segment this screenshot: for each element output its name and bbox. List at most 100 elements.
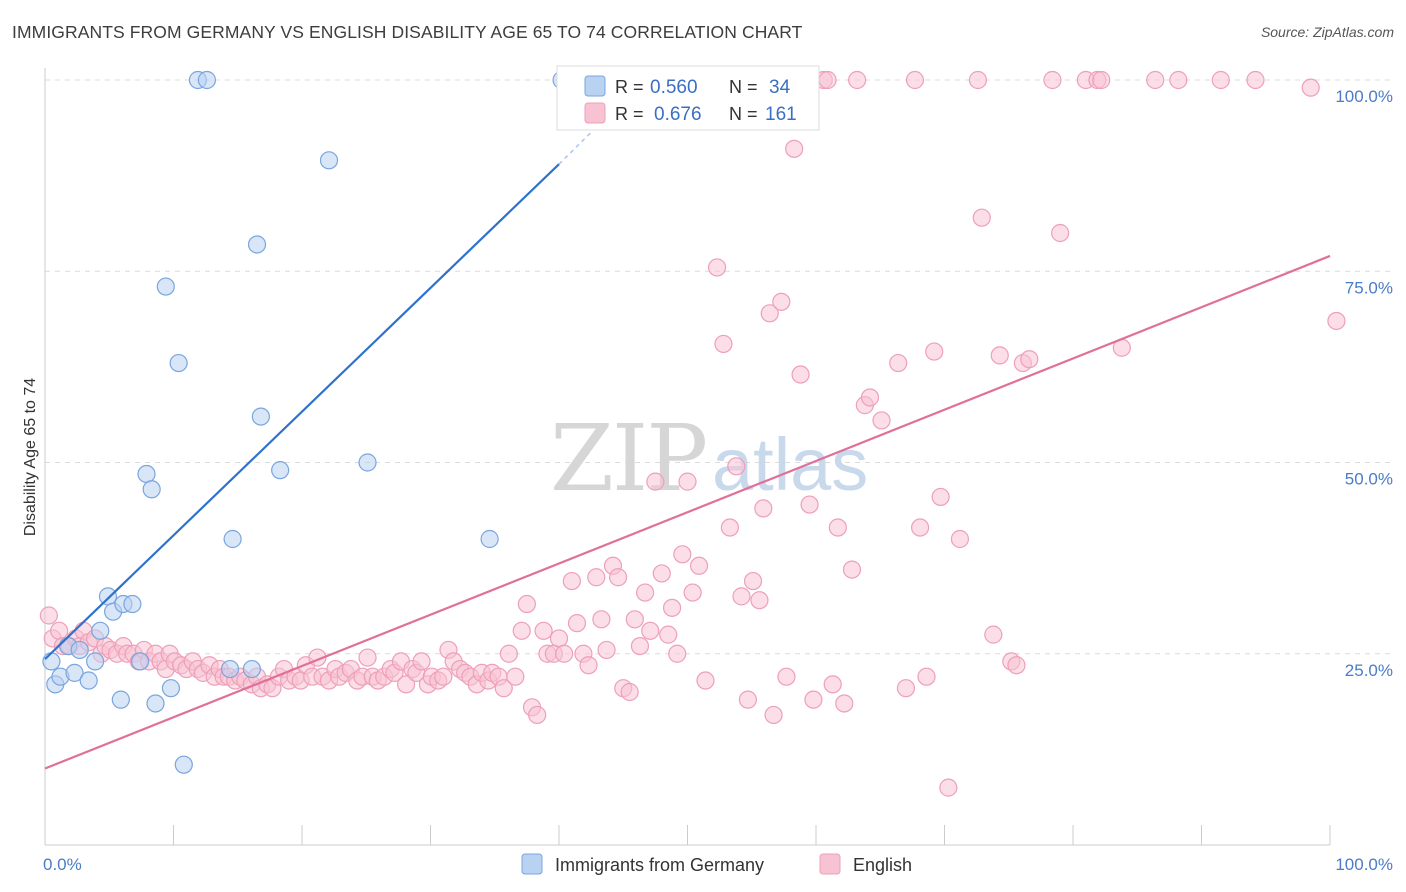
data-point — [156, 277, 175, 296]
data-point — [732, 587, 751, 606]
data-point — [848, 70, 867, 90]
data-point — [98, 587, 118, 606]
data-point — [1246, 70, 1265, 90]
data-point — [818, 70, 837, 90]
english-points — [39, 70, 1346, 797]
x-tick-label-min: 0.0% — [43, 855, 82, 874]
data-point — [271, 461, 290, 480]
data-point — [434, 667, 453, 686]
legend-r-label-germany: R = — [615, 77, 644, 97]
data-point — [842, 560, 862, 579]
data-point — [42, 652, 61, 671]
data-point — [506, 667, 525, 686]
data-point — [161, 679, 181, 698]
data-point — [223, 529, 242, 549]
data-point — [950, 529, 970, 549]
data-point — [562, 571, 581, 591]
data-point — [917, 667, 936, 686]
data-point — [142, 480, 161, 499]
stats-legend: R = 0.560 N = 34 R = 0.676 N = 161 — [556, 65, 820, 131]
data-point — [678, 472, 697, 491]
y-axis-label: Disability Age 65 to 74 — [22, 378, 39, 536]
y-tick-labels: 25.0% 50.0% 75.0% 100.0% — [1335, 87, 1393, 680]
data-point — [791, 365, 810, 384]
data-point — [358, 648, 377, 667]
data-point — [754, 499, 773, 518]
data-point — [79, 671, 98, 690]
data-point — [1051, 223, 1070, 243]
data-point — [319, 151, 339, 170]
data-point — [555, 644, 574, 663]
data-point — [412, 652, 431, 671]
data-point — [494, 679, 513, 698]
data-point — [984, 625, 1003, 644]
x-tick-label-max: 100.0% — [1335, 855, 1393, 874]
data-point — [65, 663, 84, 682]
data-point — [662, 598, 682, 617]
data-point — [659, 625, 678, 644]
trend-line-germany — [44, 163, 560, 660]
data-point — [925, 342, 944, 361]
legend-n-label-germany: N = — [729, 77, 758, 97]
data-point — [910, 518, 930, 537]
data-point — [358, 453, 377, 472]
data-point — [1327, 311, 1346, 331]
grid-lines — [45, 79, 1395, 655]
legend-swatch-germany — [584, 75, 606, 97]
trend-lines — [44, 125, 1331, 770]
data-point — [823, 675, 842, 694]
legend-swatch-english — [584, 102, 606, 124]
data-point — [247, 235, 267, 254]
data-point — [174, 755, 193, 774]
data-point — [990, 346, 1009, 365]
data-point — [396, 675, 416, 694]
data-point — [668, 644, 687, 663]
data-point — [641, 621, 660, 640]
data-point — [714, 334, 733, 354]
source-label: Source: ZipAtlas.com — [1260, 24, 1394, 40]
data-point — [630, 636, 650, 656]
trend-line-germany-extension — [558, 125, 599, 165]
data-point — [251, 407, 270, 426]
data-point — [50, 621, 69, 640]
data-point — [1092, 70, 1111, 90]
y-tick-label: 75.0% — [1345, 278, 1393, 297]
data-point — [673, 545, 692, 564]
data-point — [625, 610, 644, 629]
data-point — [738, 690, 757, 709]
bottom-legend-swatch-germany — [521, 853, 543, 875]
data-point — [835, 694, 854, 713]
data-point — [137, 464, 156, 484]
data-point — [860, 388, 880, 407]
data-point — [872, 411, 891, 430]
data-point — [70, 640, 89, 660]
data-point — [800, 495, 819, 514]
data-point — [86, 652, 105, 671]
data-point — [931, 487, 950, 507]
legend-r-label-english: R = — [615, 104, 644, 124]
data-point — [220, 659, 240, 679]
data-point — [905, 70, 925, 90]
data-point — [804, 690, 823, 709]
data-point — [889, 353, 908, 373]
data-point — [764, 705, 783, 725]
data-point — [760, 304, 779, 323]
data-point — [635, 583, 655, 602]
data-point — [968, 70, 988, 90]
data-point — [242, 659, 261, 679]
legend-n-label-english: N = — [729, 104, 758, 124]
y-tick-label: 50.0% — [1345, 470, 1393, 489]
data-point — [91, 621, 110, 640]
data-point — [197, 70, 217, 90]
data-point — [1146, 70, 1165, 90]
trend-line-english — [44, 254, 1331, 770]
data-point — [111, 690, 130, 709]
data-point — [597, 640, 616, 660]
data-point — [1211, 70, 1230, 90]
data-point — [972, 208, 991, 227]
data-point — [646, 472, 665, 491]
data-point — [785, 139, 804, 158]
bottom-legend-swatch-english — [819, 853, 841, 875]
data-point — [720, 518, 740, 537]
